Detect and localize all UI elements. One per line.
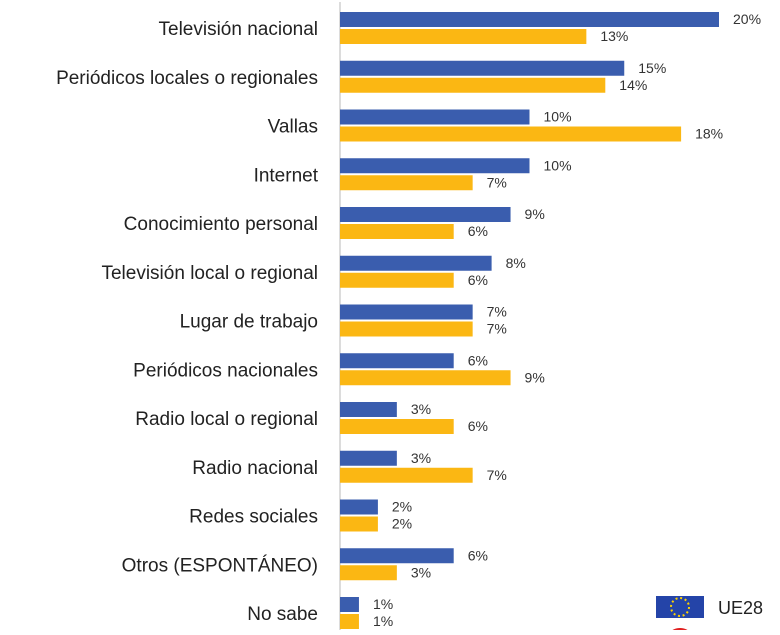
bar-series-2 — [340, 272, 454, 288]
value-label-series-1: 6% — [468, 547, 488, 563]
bars-group — [340, 12, 719, 629]
value-label-series-2: 1% — [373, 613, 393, 629]
value-label-series-1: 15% — [638, 60, 666, 76]
bar-series-1 — [340, 109, 530, 125]
value-label-series-2: 9% — [525, 369, 545, 385]
value-label-series-1: 10% — [544, 109, 572, 125]
value-label-series-1: 7% — [487, 304, 507, 320]
category-label: Televisión local o regional — [101, 263, 318, 284]
value-label-series-2: 3% — [411, 564, 431, 580]
eu-flag-icon — [656, 596, 704, 618]
legend-label-series-1: UE28 — [718, 598, 763, 618]
category-label: Redes sociales — [189, 507, 318, 528]
bar-series-2 — [340, 516, 378, 532]
value-label-series-2: 6% — [468, 223, 488, 239]
bar-series-1 — [340, 158, 530, 174]
category-label: Periódicos nacionales — [133, 360, 318, 381]
bar-series-2 — [340, 370, 511, 386]
bar-series-2 — [340, 77, 606, 93]
bar-series-1 — [340, 60, 625, 76]
value-label-series-2: 18% — [695, 126, 723, 142]
value-label-series-1: 20% — [733, 11, 761, 27]
category-label: Radio local o regional — [135, 409, 318, 430]
category-label: Conocimiento personal — [124, 214, 318, 235]
legend: UE28 — [656, 596, 763, 635]
bar-series-2 — [340, 565, 397, 581]
category-label: Vallas — [268, 117, 318, 138]
category-label: Periódicos locales o regionales — [56, 68, 318, 89]
value-label-series-2: 7% — [487, 467, 507, 483]
value-label-series-2: 14% — [619, 77, 647, 93]
value-label-series-2: 7% — [487, 174, 507, 190]
bar-series-1 — [340, 255, 492, 271]
bar-series-2 — [340, 29, 587, 44]
category-label: Radio nacional — [192, 458, 318, 479]
bar-series-2 — [340, 321, 473, 337]
value-label-series-2: 6% — [468, 418, 488, 434]
bar-series-1 — [340, 207, 511, 222]
value-label-series-2: 7% — [487, 321, 507, 337]
bar-series-2 — [340, 419, 454, 434]
bar-series-2 — [340, 467, 473, 483]
bar-series-1 — [340, 353, 454, 369]
value-label-series-1: 10% — [544, 157, 572, 173]
category-label: Internet — [254, 165, 319, 186]
bar-series-1 — [340, 402, 397, 417]
value-label-series-1: 3% — [411, 450, 431, 466]
category-label: No sabe — [247, 604, 318, 625]
category-label: Otros (ESPONTÁNEO) — [122, 555, 318, 576]
bar-series-2 — [340, 126, 682, 142]
value-label-series-1: 2% — [392, 499, 412, 515]
bar-series-1 — [340, 450, 397, 466]
bar-series-1 — [340, 304, 473, 320]
category-labels: Televisión nacional Periódicos locales o … — [56, 19, 319, 625]
value-labels: 20%13%15%14%10%18%10%7%9%6%8%6%7%7%6%9%3… — [373, 11, 761, 629]
bar-series-2 — [340, 175, 473, 191]
bar-series-2 — [340, 224, 454, 239]
value-label-series-1: 9% — [525, 206, 545, 222]
category-label: Lugar de trabajo — [180, 312, 318, 333]
value-label-series-2: 13% — [600, 28, 628, 44]
bar-series-2 — [340, 614, 359, 629]
bar-series-1 — [340, 597, 359, 612]
value-label-series-1: 3% — [411, 401, 431, 417]
value-label-series-1: 1% — [373, 596, 393, 612]
value-label-series-1: 8% — [506, 255, 526, 271]
value-label-series-2: 6% — [468, 272, 488, 288]
value-label-series-2: 2% — [392, 516, 412, 532]
bar-series-1 — [340, 12, 719, 27]
value-label-series-1: 6% — [468, 352, 488, 368]
category-label: Televisión nacional — [159, 19, 319, 40]
bar-series-1 — [340, 548, 454, 564]
bar-series-1 — [340, 499, 378, 515]
